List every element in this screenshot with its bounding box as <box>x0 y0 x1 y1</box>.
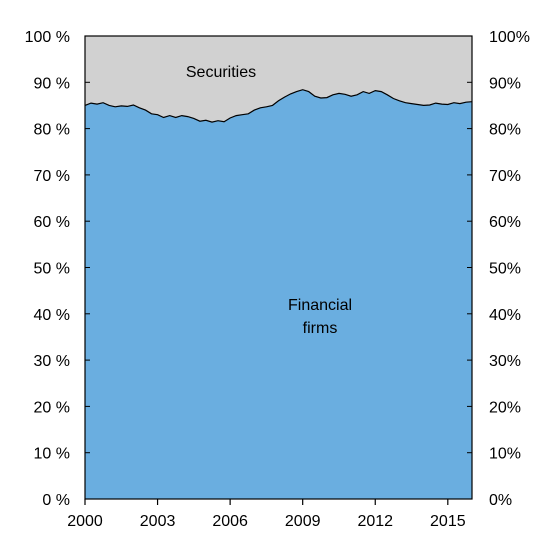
y-tick-label-right: 80% <box>489 122 521 139</box>
y-tick-label-left: 80 % <box>34 122 70 139</box>
x-tick-label: 2012 <box>357 513 393 530</box>
x-tick-label: 2000 <box>67 513 103 530</box>
y-tick-label-left: 90 % <box>34 75 70 92</box>
financial-firms-area <box>85 89 472 499</box>
y-tick-label-right: 100% <box>489 29 530 46</box>
securities-area <box>85 36 472 123</box>
plot-area <box>84 35 473 500</box>
y-tick-label-right: 90% <box>489 75 521 92</box>
y-tick-label-left: 70 % <box>34 168 70 185</box>
securities-label: Securities <box>186 64 256 81</box>
y-tick-label-left: 60 % <box>34 214 70 231</box>
y-tick-label-right: 70% <box>489 168 521 185</box>
y-tick-label-left: 50 % <box>34 261 70 278</box>
y-axis-right: 0% 10% 20% 30% 40% 50% 60% 70% 80% 90% 100% <box>467 29 530 509</box>
y-tick-label-left: 100 % <box>25 29 70 46</box>
y-tick-label-right: 40% <box>489 307 521 324</box>
y-tick-label-right: 60% <box>489 214 521 231</box>
x-axis: 2000 2003 2006 2009 2012 2015 <box>67 499 466 530</box>
y-axis-left: 0 % 10 % 20 % 30 % 40 % 50 % 60 % 70 % 80 % 90 % 1… <box>25 29 90 509</box>
y-tick-label-right: 0% <box>489 492 512 509</box>
y-tick-label-left: 20 % <box>34 399 70 416</box>
y-tick-label-left: 10 % <box>34 446 70 463</box>
series-boundary-line <box>84 89 473 123</box>
y-tick-label-left: 30 % <box>34 353 70 370</box>
financial-firms-label-line1: Financial <box>288 297 352 314</box>
x-tick-label: 2003 <box>140 513 176 530</box>
y-tick-label-left: 0 % <box>42 492 70 509</box>
y-tick-label-right: 20% <box>489 399 521 416</box>
x-tick-label: 2009 <box>285 513 321 530</box>
y-tick-label-right: 30% <box>489 353 521 370</box>
x-tick-label: 2015 <box>430 513 466 530</box>
financial-firms-label-line2: firms <box>303 320 338 337</box>
y-tick-label-right: 50% <box>489 261 521 278</box>
y-tick-label-right: 10% <box>489 446 521 463</box>
x-tick-label: 2006 <box>212 513 248 530</box>
y-tick-label-left: 40 % <box>34 307 70 324</box>
